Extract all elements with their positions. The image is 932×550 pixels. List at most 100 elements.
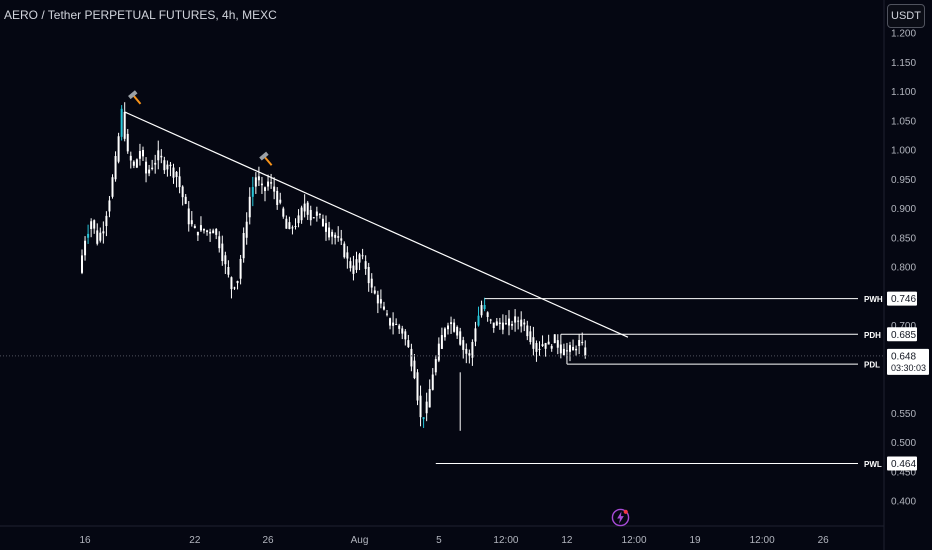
candle — [224, 255, 227, 265]
candle — [486, 312, 489, 317]
hammer-handle — [263, 156, 273, 166]
candle — [401, 328, 404, 334]
candle — [212, 230, 215, 234]
price-tick-label: 0.450 — [891, 467, 916, 478]
price-tick-label: 0.400 — [891, 497, 916, 508]
candle — [111, 177, 114, 197]
lightning-icon[interactable] — [611, 508, 630, 527]
candle — [117, 136, 120, 162]
time-tick-label: 12:00 — [622, 535, 647, 546]
candle — [532, 337, 535, 349]
candle — [447, 325, 449, 330]
candle — [190, 220, 193, 225]
candle — [276, 190, 279, 205]
candle — [547, 341, 550, 345]
candle — [559, 344, 562, 354]
candle — [346, 252, 349, 259]
candle — [562, 348, 565, 356]
price-tick-label: 1.100 — [891, 87, 916, 98]
candle — [370, 278, 373, 288]
candle — [184, 196, 187, 204]
price-tick-label: 0.950 — [891, 175, 916, 186]
time-tick-label: Aug — [351, 535, 369, 546]
candle — [331, 231, 334, 237]
candle — [569, 345, 571, 352]
candle — [129, 155, 132, 161]
candle — [306, 202, 309, 215]
candle — [160, 155, 163, 158]
trendline — [124, 111, 629, 338]
candle — [157, 150, 160, 161]
candle — [120, 108, 123, 137]
price-tick-label: 1.150 — [891, 58, 916, 69]
candle — [99, 232, 102, 241]
level-price-box — [887, 327, 917, 342]
candle — [410, 348, 413, 367]
time-axis[interactable]: 16 22 26 Aug 5 12:00 12 12:00 19 12:00 26 — [79, 535, 829, 546]
candle — [154, 162, 157, 165]
candle — [376, 294, 379, 304]
candle — [193, 226, 196, 229]
candle — [474, 328, 477, 342]
time-tick-label: 26 — [262, 535, 274, 546]
candle — [264, 187, 266, 191]
candle — [581, 341, 584, 344]
candle — [233, 287, 236, 289]
level-price-text: 0.464 — [891, 459, 916, 470]
currency-button[interactable]: USDT — [887, 4, 925, 28]
candle — [556, 340, 559, 348]
candle — [538, 348, 541, 350]
candle — [392, 322, 395, 326]
candle — [203, 228, 205, 231]
candle — [535, 343, 538, 352]
candle — [398, 325, 401, 329]
price-tick-label: 0.800 — [891, 263, 916, 274]
candle — [450, 322, 453, 325]
candle — [477, 315, 480, 326]
candle — [102, 231, 105, 234]
level-label: PWL — [864, 460, 882, 469]
candle — [221, 243, 224, 262]
candle — [163, 160, 166, 171]
candle — [395, 324, 398, 326]
candle — [492, 322, 495, 329]
candle — [181, 186, 184, 198]
candle — [501, 322, 504, 330]
candle — [84, 240, 87, 256]
price-tick-label: 0.550 — [891, 409, 916, 420]
candle — [382, 306, 385, 310]
candle — [209, 231, 212, 234]
candle — [251, 187, 254, 197]
candle — [584, 347, 587, 356]
candle — [282, 208, 285, 217]
candle — [358, 254, 361, 263]
plot-area[interactable] — [0, 102, 884, 431]
candle — [270, 182, 273, 184]
candle — [456, 326, 459, 336]
candle — [248, 196, 251, 218]
candle — [105, 215, 108, 227]
price-tick-label: 0.500 — [891, 438, 916, 449]
candle — [550, 345, 553, 349]
candle — [199, 225, 202, 231]
countdown-text: 03:30:03 — [891, 363, 926, 373]
candle — [288, 222, 291, 229]
time-tick-label: 19 — [689, 535, 701, 546]
candle — [315, 211, 318, 216]
candle — [325, 223, 327, 232]
candle — [553, 334, 556, 344]
candle — [379, 299, 382, 304]
level-price-box — [887, 291, 917, 306]
candle — [187, 208, 190, 225]
candle — [215, 228, 218, 235]
candle — [257, 176, 260, 181]
candle — [236, 280, 239, 284]
candle — [386, 313, 388, 315]
time-tick-label: 16 — [79, 535, 91, 546]
candle — [279, 199, 282, 203]
candle — [309, 209, 312, 221]
candle — [407, 340, 410, 348]
candle — [428, 389, 431, 408]
candle — [389, 318, 392, 326]
